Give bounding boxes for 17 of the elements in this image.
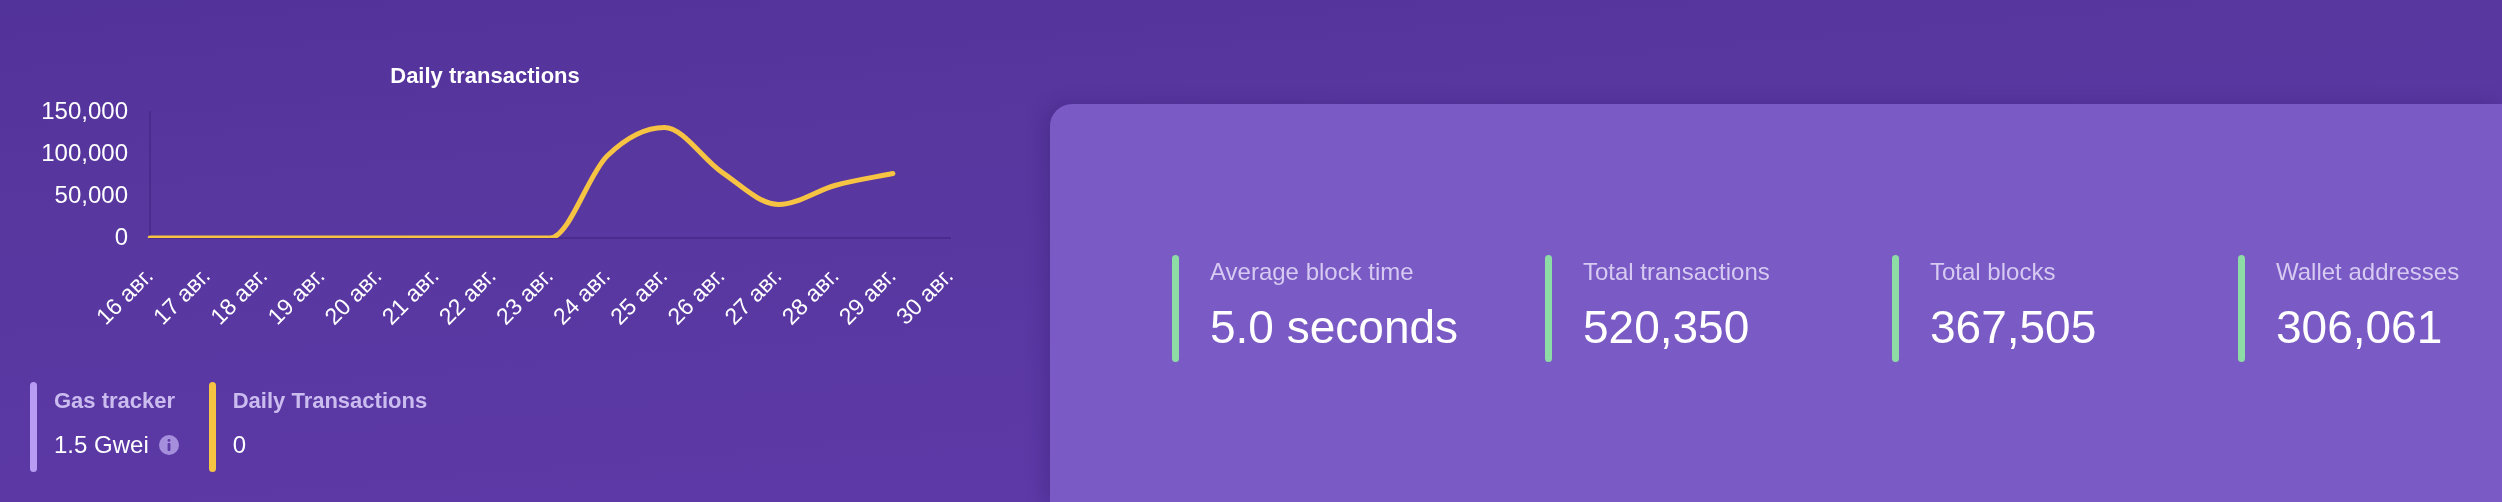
chart-title: Daily transactions — [390, 63, 580, 89]
text: 520,350 — [1583, 300, 1750, 353]
text: 0 — [232, 431, 247, 459]
y-tick-label: 100,000 — [41, 138, 128, 166]
text: 367,505 — [1930, 300, 2097, 353]
category-label: Total blocks — [1930, 258, 2057, 286]
text: 306,061 — [2276, 300, 2443, 353]
category-label: Average block time — [1210, 258, 1415, 286]
text: 1.5 Gwei — [54, 431, 149, 459]
category-label: Total transactions — [1583, 258, 1770, 286]
y-tick-label: 0 — [114, 222, 128, 250]
category-label: Wallet addresses — [2276, 258, 2460, 286]
category-label: Gas tracker — [54, 388, 177, 414]
text: 5.0 seconds — [1210, 300, 1459, 353]
y-tick-label: 50,000 — [54, 180, 128, 208]
category-label: Daily Transactions — [232, 388, 428, 414]
y-tick-label: 150,000 — [41, 97, 128, 125]
